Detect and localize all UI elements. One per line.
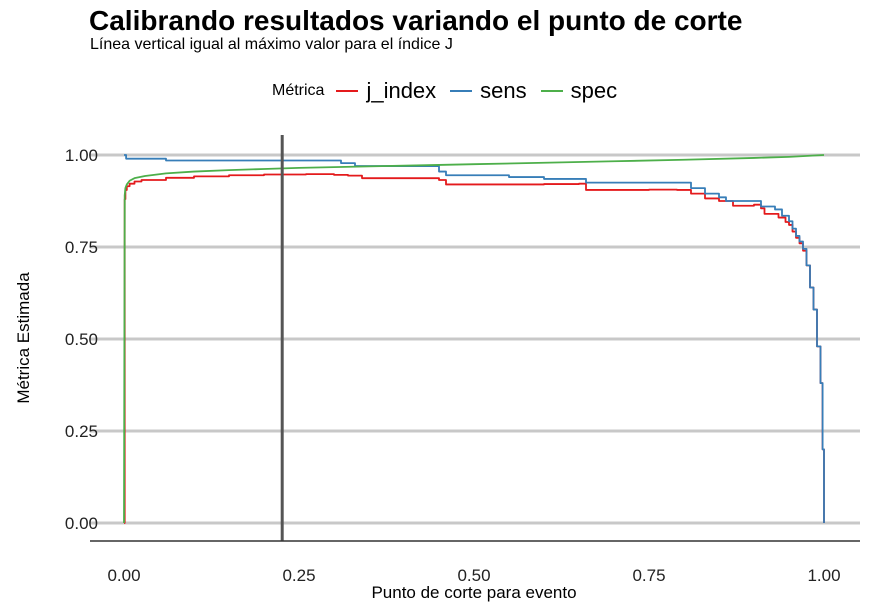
x-tick-label: 0.75 <box>632 566 665 585</box>
x-tick-label: 0.25 <box>282 566 315 585</box>
legend-key-j-index <box>336 90 359 92</box>
legend-key-sens <box>450 90 473 92</box>
legend: Métrica j_index sens spec <box>272 77 631 105</box>
legend-item-spec: spec <box>540 78 618 104</box>
legend-key-spec <box>540 90 563 92</box>
y-axis-label: Métrica Estimada <box>14 272 33 404</box>
y-tick-label: 1.00 <box>65 146 98 165</box>
legend-item-sens: sens <box>450 78 527 104</box>
x-tick-label: 0.50 <box>457 566 490 585</box>
y-tick-label: 0.75 <box>65 238 98 257</box>
legend-label-spec: spec <box>570 78 618 103</box>
series-lines <box>123 154 825 524</box>
legend-label-sens: sens <box>480 78 527 103</box>
chart-subtitle: Línea vertical igual al máximo valor par… <box>90 36 453 53</box>
series-line-sens <box>124 154 825 523</box>
x-tick-label: 1.00 <box>807 566 840 585</box>
legend-title: Métrica <box>272 82 325 99</box>
chart-title: Calibrando resultados variando el punto … <box>89 5 743 36</box>
axes: 0.00 0.25 0.50 0.75 1.00 0.00 0.25 0.50 0.75 1.00 <box>65 146 860 585</box>
y-tick-label: 0.50 <box>65 330 98 349</box>
grid-lines <box>90 153 860 525</box>
x-tick-label: 0.00 <box>107 566 140 585</box>
series-line-j-index <box>123 173 825 524</box>
y-tick-label: 0.25 <box>65 422 98 441</box>
x-axis-label: Punto de corte para evento <box>371 583 576 602</box>
series-line-spec <box>123 154 825 524</box>
legend-item-j-index: j_index <box>336 78 436 104</box>
y-tick-label: 0.00 <box>65 514 98 533</box>
legend-label-j-index: j_index <box>366 78 437 103</box>
